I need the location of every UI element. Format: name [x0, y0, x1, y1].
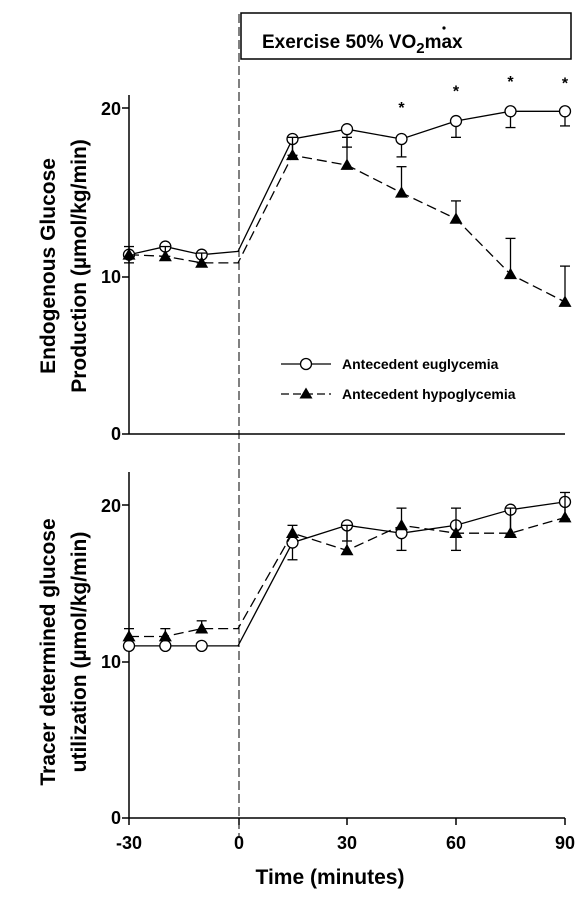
- production-significance-star: *: [562, 76, 569, 93]
- utilization-hypoglycemia-point: [122, 629, 136, 642]
- utilization-euglycemia-point: [195, 639, 208, 652]
- banner-suffix: max: [425, 32, 463, 53]
- x-tick-label-m30: -30: [116, 833, 142, 853]
- utilization-hypoglycemia-point: [286, 526, 299, 539]
- utilization-hypoglycemia-point: [504, 526, 517, 539]
- utilization-hypoglycemia-line: [129, 516, 566, 638]
- production-hypoglycemia-point: [449, 212, 463, 224]
- production-ytick-20: 20: [101, 99, 121, 119]
- legend-euglycemia-label: Antecedent euglycemia: [342, 356, 499, 372]
- x-tick-label-90: 90: [555, 833, 575, 853]
- utilization-euglycemia-point: [159, 639, 172, 652]
- utilization-hypoglycemia-point: [340, 543, 354, 556]
- production-hypoglycemia-point: [504, 267, 517, 280]
- v-dot-accent: [442, 26, 446, 30]
- utilization-euglycemia-line: [129, 501, 566, 647]
- utilization-ytick-10: 10: [101, 652, 121, 672]
- production-ylabel-line1: Endogenous Glucose: [37, 158, 60, 374]
- production-euglycemia-point: [340, 123, 354, 136]
- production-ytick-0: 0: [111, 424, 121, 444]
- banner-prefix: Exercise 50%: [262, 32, 389, 53]
- production-hypoglycemia-point: [158, 249, 172, 262]
- banner-o2-sub: 2: [416, 40, 424, 57]
- legend-euglycemia-marker: [299, 357, 313, 371]
- production-euglycemia-point: [449, 114, 463, 128]
- utilization-ytick-0: 0: [111, 808, 121, 828]
- exercise-banner: Exercise 50% VO2max: [240, 12, 572, 60]
- production-hypoglycemia-point: [558, 295, 572, 307]
- production-significance-star: *: [398, 100, 405, 117]
- panel-production-axes: 0 10 20 Endogenous Glucose Production (µ…: [37, 95, 565, 444]
- utilization-hypoglycemia-point: [195, 622, 209, 634]
- production-euglycemia-point: [504, 105, 517, 118]
- legend-hypoglycemia-marker: [299, 387, 313, 399]
- x-tick-label-60: 60: [446, 833, 466, 853]
- production-hypoglycemia-point: [195, 256, 209, 268]
- production-ylabel-line2: Production (µmol/kg/min): [68, 139, 91, 393]
- panel-production: 0 10 20 Endogenous Glucose Production (µ…: [37, 74, 572, 444]
- utilization-plot-area: [122, 491, 572, 652]
- production-legend: Antecedent euglycemia Antecedent hypogly…: [281, 356, 516, 402]
- utilization-ylabel-line1: Tracer determined glucose: [37, 518, 60, 785]
- utilization-hypoglycemia-point: [158, 629, 172, 642]
- production-euglycemia-line: [128, 110, 565, 256]
- x-axis: -30 0 30 60 90 Time (minutes): [116, 818, 575, 889]
- production-hypoglycemia-point: [286, 148, 299, 161]
- production-hypoglycemia-point: [395, 186, 408, 198]
- production-plot-area: * * * *: [122, 74, 572, 307]
- utilization-ytick-20: 20: [101, 496, 121, 516]
- legend-hypoglycemia-label: Antecedent hypoglycemia: [342, 386, 516, 402]
- production-hypoglycemia-line: [128, 154, 566, 303]
- production-hypoglycemia-point: [340, 158, 354, 170]
- production-significance-star: *: [507, 74, 514, 91]
- exercise-banner-text: Exercise 50% VO2max: [262, 32, 463, 57]
- production-significance-star: *: [453, 84, 460, 101]
- x-tick-label-0: 0: [234, 833, 244, 853]
- production-euglycemia-point: [558, 105, 572, 118]
- utilization-euglycemia-point: [122, 639, 136, 652]
- utilization-hypoglycemia-point: [558, 511, 572, 523]
- panel-utilization: 0 10 20 Tracer determined glucose utiliz…: [37, 472, 572, 828]
- utilization-hypoglycemia-point: [449, 526, 463, 539]
- production-ytick-10: 10: [101, 267, 121, 287]
- utilization-hypoglycemia-point: [395, 518, 408, 531]
- production-hypoglycemia-point: [122, 248, 136, 260]
- exercise-banner-box: [240, 12, 572, 60]
- x-axis-title: Time (minutes): [256, 866, 405, 889]
- production-euglycemia-point: [395, 132, 408, 146]
- panel-utilization-axes: 0 10 20 Tracer determined glucose utiliz…: [37, 472, 565, 828]
- x-tick-label-30: 30: [337, 833, 357, 853]
- banner-v: V: [389, 32, 402, 53]
- utilization-ylabel-line2: utilization (µmol/kg/min): [68, 532, 91, 773]
- banner-o: O: [401, 32, 416, 53]
